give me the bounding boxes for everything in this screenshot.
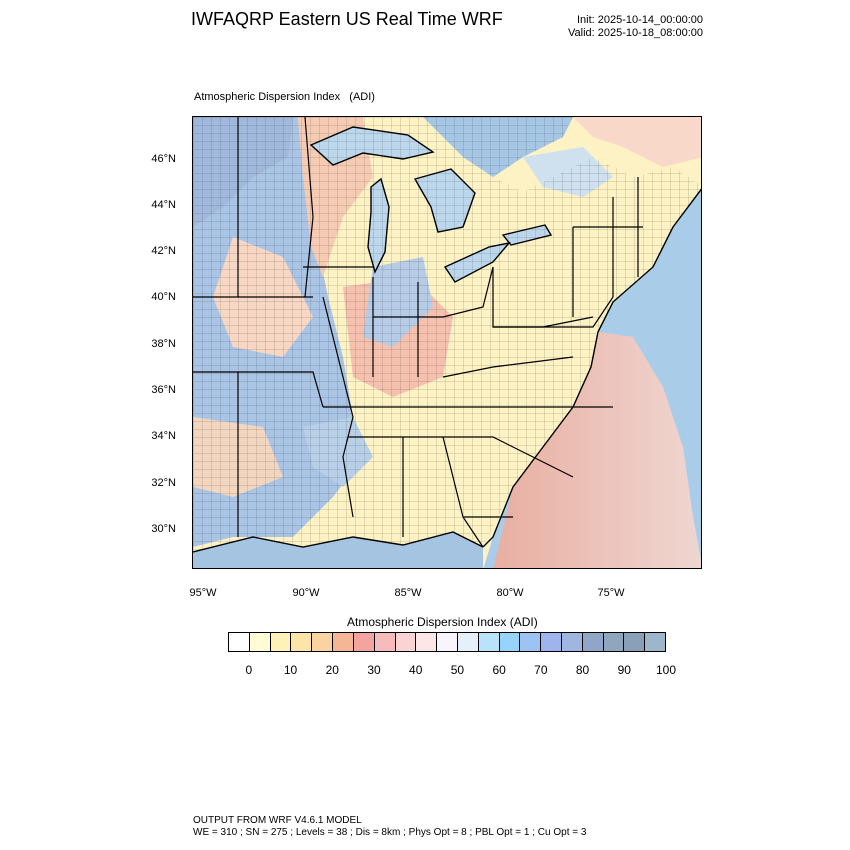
lat-label-40: 40°N [151,291,176,303]
colorbar-box [603,633,625,651]
lon-label-95: 95°W [189,587,217,599]
colorbar-box [395,633,417,651]
colorbar-box [353,633,375,651]
colorbar-box [499,633,521,651]
colorbar-box [582,633,604,651]
lon-label-75: 75°W [597,587,625,599]
footer-line-2: WE = 310 ; SN = 275 ; Levels = 38 ; Dis … [193,827,587,838]
colorbar-box [624,633,646,651]
colorbar-title: Atmospheric Dispersion Index (ADI) [347,615,538,629]
colorbar-box [645,633,666,651]
model-footer: OUTPUT FROM WRF V4.6.1 MODEL WE = 310 ; … [193,815,586,839]
lat-label-36: 36°N [151,384,176,396]
colorbar-tick-label: 50 [450,663,465,677]
colorbar-tick-label: 80 [575,663,590,677]
colorbar-tick-label: 90 [617,663,631,677]
init-time: Init: 2025-10-14_00:00:00 [577,14,703,26]
colorbar-tick-label: 20 [325,663,339,677]
lon-label-85: 85°W [394,587,422,599]
colorbar-box [478,633,500,651]
colorbar-box [229,633,250,651]
lon-label-90: 90°W [292,587,320,599]
colorbar [228,632,666,652]
field-title: Atmospheric Dispersion Index (ADI) [194,91,375,103]
map-panel [192,116,702,569]
colorbar-tick-label: 100 [655,663,677,677]
colorbar-box [562,633,583,651]
colorbar-box [520,633,542,651]
colorbar-tick-label: 40 [409,663,423,677]
colorbar-box [291,633,313,651]
lat-label-30: 30°N [151,523,176,535]
adi-map [193,117,701,568]
gulf-of-mexico [193,532,483,568]
lat-label-34: 34°N [151,430,176,442]
lon-label-80: 80°W [496,587,524,599]
colorbar-box [312,633,334,651]
colorbar-tick-label: 60 [492,663,506,677]
lat-label-38: 38°N [151,338,176,350]
colorbar-tick-label: 0 [245,663,253,677]
footer-line-1: OUTPUT FROM WRF V4.6.1 MODEL [193,815,362,826]
canada-pink [573,117,701,167]
colorbar-tick-label: 10 [283,663,298,677]
init-valid-times: Init: 2025-10-14_00:00:00 Valid: 2025-10… [568,14,703,40]
colorbar-box [249,633,271,651]
colorbar-box [374,633,396,651]
lat-label-42: 42°N [151,245,176,257]
ocean-adi-plume [493,332,701,568]
valid-time: Valid: 2025-10-18_08:00:00 [568,27,703,39]
colorbar-tick-label: 70 [534,663,548,677]
colorbar-tick-label: 30 [367,663,381,677]
lat-label-46: 46°N [151,153,176,165]
colorbar-box [541,633,562,651]
state-boundaries [193,117,643,548]
colorbar-box [333,633,354,651]
colorbar-box [270,633,292,651]
colorbar-box [437,633,458,651]
lat-label-32: 32°N [151,477,176,489]
county-grid [193,117,701,552]
coastlines [193,126,701,553]
lat-label-44: 44°N [151,199,176,211]
colorbar-box [457,633,479,651]
colorbar-box [416,633,438,651]
plot-title: IWFAQRP Eastern US Real Time WRF [191,9,503,29]
